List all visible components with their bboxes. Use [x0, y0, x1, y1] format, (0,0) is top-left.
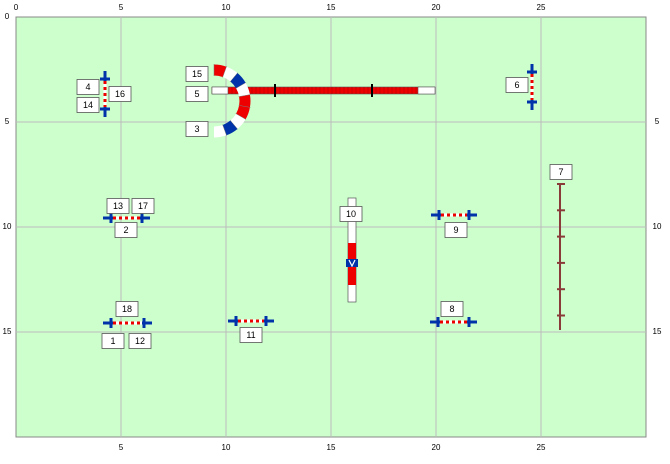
obstacle-number: 9 — [453, 225, 458, 235]
obstacle-number: 3 — [194, 124, 199, 134]
y-tick-label: 5 — [5, 117, 10, 126]
y-tick-label: 0 — [5, 12, 10, 21]
obstacle-number: 2 — [123, 225, 128, 235]
obstacle-number: 1 — [110, 336, 115, 346]
x-tick-label: 15 — [327, 443, 336, 452]
y-tick-label: 15 — [3, 327, 12, 336]
y-tick-label: 15 — [653, 327, 662, 336]
x-tick-label: 20 — [432, 443, 441, 452]
obstacle-number: 5 — [194, 89, 199, 99]
x-tick-label: 25 — [537, 443, 546, 452]
x-tick-label: 20 — [432, 3, 441, 12]
x-tick-label: 0 — [14, 3, 19, 12]
obstacle-number: 10 — [346, 209, 356, 219]
y-tick-label: 10 — [3, 222, 12, 231]
curved-tunnel — [234, 117, 241, 125]
obstacle-number: 6 — [514, 80, 519, 90]
y-tick-label: 5 — [655, 117, 660, 126]
curved-tunnel — [214, 130, 225, 132]
obstacle-number: 16 — [115, 89, 125, 99]
obstacle-number: 12 — [135, 336, 145, 346]
x-tick-label: 10 — [222, 443, 231, 452]
obstacle-number: 4 — [85, 82, 90, 92]
dogwalk-contact — [418, 87, 435, 94]
y-tick-label: 10 — [653, 222, 662, 231]
curved-tunnel — [225, 125, 234, 130]
obstacle-number: 8 — [449, 304, 454, 314]
curved-tunnel — [225, 72, 234, 77]
dogwalk-contact — [212, 87, 228, 94]
obstacle-number: 14 — [83, 100, 93, 110]
curved-tunnel — [214, 70, 225, 72]
curved-tunnel — [241, 106, 245, 116]
obstacle-number: 11 — [246, 330, 255, 340]
obstacle-number: 15 — [192, 69, 202, 79]
obstacle-number: 13 — [113, 201, 123, 211]
curved-tunnel — [234, 77, 241, 85]
curved-tunnel — [241, 86, 245, 96]
x-tick-label: 5 — [119, 3, 124, 12]
x-tick-label: 10 — [222, 3, 231, 12]
x-tick-label: 5 — [119, 443, 124, 452]
x-tick-label: 15 — [327, 3, 336, 12]
x-tick-label: 25 — [537, 3, 546, 12]
obstacle-number: 7 — [558, 167, 563, 177]
obstacle-number: 18 — [122, 304, 132, 314]
obstacle-number: 17 — [138, 201, 148, 211]
